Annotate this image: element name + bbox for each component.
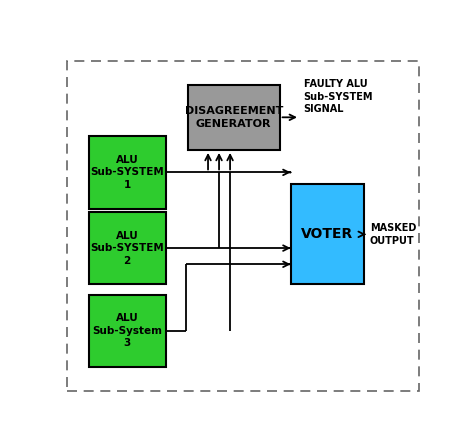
Text: MASKED
OUTPUT: MASKED OUTPUT	[370, 223, 416, 245]
Text: VOTER: VOTER	[301, 228, 354, 241]
Text: ALU
Sub-System
3: ALU Sub-System 3	[92, 313, 162, 348]
Text: DISAGREEMENT
GENERATOR: DISAGREEMENT GENERATOR	[184, 106, 283, 129]
Text: ALU
Sub-SYSTEM
1: ALU Sub-SYSTEM 1	[91, 155, 164, 190]
Text: ALU
Sub-SYSTEM
2: ALU Sub-SYSTEM 2	[91, 231, 164, 266]
Bar	[89, 295, 166, 367]
Bar	[188, 84, 280, 150]
Bar	[89, 136, 166, 208]
Bar	[89, 212, 166, 284]
Text: FAULTY ALU
Sub-SYSTEM
SIGNAL: FAULTY ALU Sub-SYSTEM SIGNAL	[303, 79, 373, 114]
Bar	[291, 185, 364, 284]
